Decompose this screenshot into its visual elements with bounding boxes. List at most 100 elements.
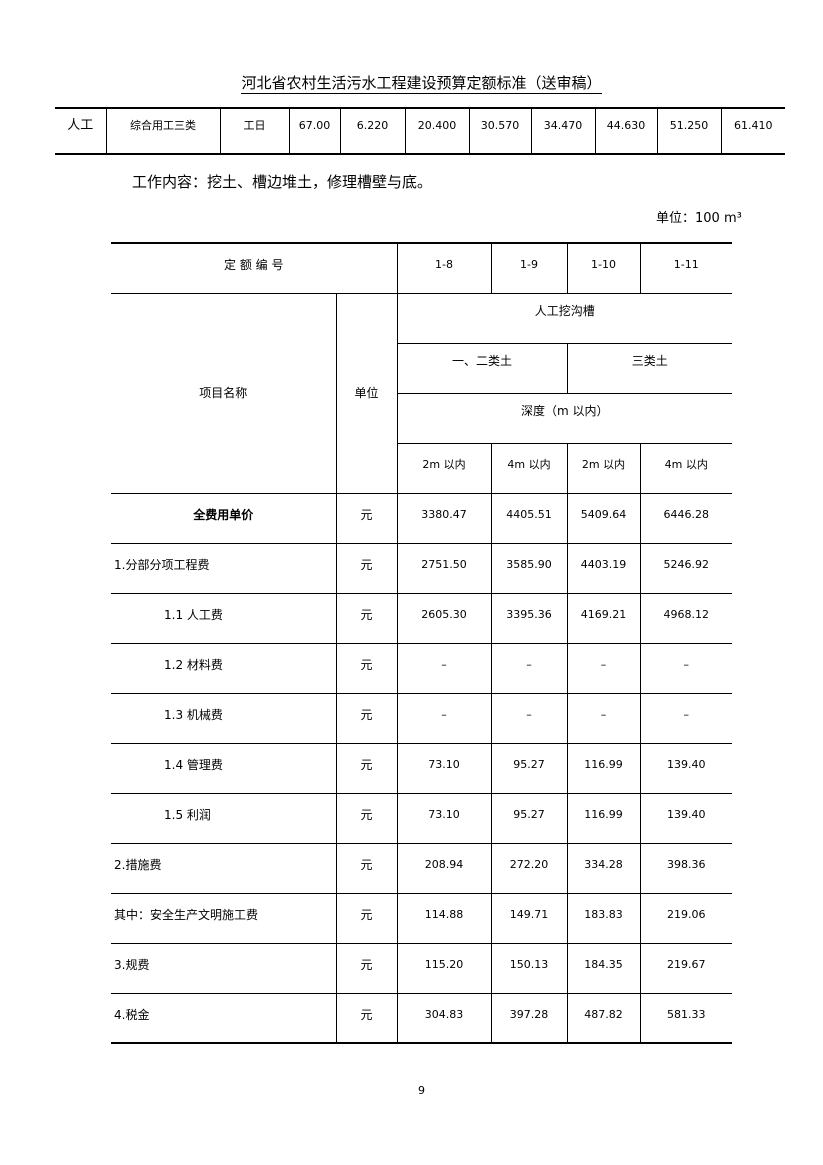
value: 304.83 xyxy=(396,992,492,1044)
value: 208.94 xyxy=(396,842,492,894)
depth: 2m 以内 xyxy=(566,442,641,494)
value: – xyxy=(639,642,733,694)
unit: 元 xyxy=(335,892,398,944)
value: – xyxy=(490,642,568,694)
value: 95.27 xyxy=(490,742,568,794)
value: 3380.47 xyxy=(396,492,492,544)
group-label: 人工挖沟槽 xyxy=(396,292,733,344)
table-cell: 工日 xyxy=(219,108,289,154)
header-row: 2m 以内 4m 以内 2m 以内 4m 以内 xyxy=(111,442,733,494)
item-name: 1.分部分项工程费 xyxy=(111,542,337,594)
table-row: 其中：安全生产文明施工费元 114.88 149.71 183.83 219.06 xyxy=(111,892,733,944)
value: 73.10 xyxy=(396,792,492,844)
page-number: 9 xyxy=(418,1084,425,1097)
value: 5246.92 xyxy=(639,542,733,594)
unit: 元 xyxy=(335,992,398,1044)
depth: 4m 以内 xyxy=(490,442,568,494)
table-cell: 20.400 xyxy=(404,108,469,154)
value: 398.36 xyxy=(639,842,733,894)
unit: 元 xyxy=(335,492,398,544)
code: 1-8 xyxy=(396,242,492,294)
table-cell: 30.570 xyxy=(468,108,531,154)
unit: 元 xyxy=(335,942,398,994)
value: 139.40 xyxy=(639,792,733,844)
value: 2751.50 xyxy=(396,542,492,594)
code: 1-11 xyxy=(639,242,733,294)
value: 487.82 xyxy=(566,992,641,1044)
item-name: 其中：安全生产文明施工费 xyxy=(111,892,337,944)
table-cell: 综合用工三类 xyxy=(105,108,220,154)
value: 116.99 xyxy=(566,792,641,844)
value: 4405.51 xyxy=(490,492,568,544)
table-cell: 人工 xyxy=(67,118,94,133)
value: – xyxy=(566,692,641,744)
item-name: 1.4 管理费 xyxy=(111,742,337,794)
value: 184.35 xyxy=(566,942,641,994)
value: 334.28 xyxy=(566,842,641,894)
item-name: 1.2 材料费 xyxy=(111,642,337,694)
table-row: 1.1 人工费元 2605.30 3395.36 4169.21 4968.12 xyxy=(111,592,733,644)
unit: 元 xyxy=(335,792,398,844)
table-cell: 67.00 xyxy=(288,108,340,154)
value: 4403.19 xyxy=(566,542,641,594)
unit: 元 xyxy=(335,642,398,694)
table-cell: 61.410 xyxy=(720,108,785,154)
value: 6446.28 xyxy=(639,492,733,544)
value: 4968.12 xyxy=(639,592,733,644)
table-row: 全费用单价元 3380.47 4405.51 5409.64 6446.28 xyxy=(111,492,733,544)
unit: 元 xyxy=(335,692,398,744)
value: 183.83 xyxy=(566,892,641,944)
table-row: 1.4 管理费元 73.10 95.27 116.99 139.40 xyxy=(111,742,733,794)
header-row: 深度（m 以内） xyxy=(111,392,733,444)
value: 5409.64 xyxy=(566,492,641,544)
header-title: 河北省农村生活污水工程建设预算定额标准（送审稿） xyxy=(241,74,602,94)
soil-label: 一、二类土 xyxy=(397,342,568,394)
code-label: 定 额 编 号 xyxy=(111,242,398,294)
item-name: 全费用单价 xyxy=(111,492,337,544)
value: 116.99 xyxy=(566,742,641,794)
labor-table: 人工 综合用工三类 工日 67.00 6.220 20.400 30.570 34.470 44… xyxy=(55,107,785,155)
table-row: 人工 综合用工三类 工日 67.00 6.220 20.400 30.570 34.470 44… xyxy=(55,108,785,154)
code-row: 定 额 编 号 1-8 1-9 1-10 1-11 xyxy=(111,242,733,294)
unit-note: 单位：100 m³ xyxy=(656,211,742,226)
item-name: 3.规费 xyxy=(111,942,337,994)
value: 149.71 xyxy=(490,892,568,944)
value: 3395.36 xyxy=(490,592,568,644)
item-name: 1.3 机械费 xyxy=(111,692,337,744)
item-label: 项目名称 xyxy=(111,292,337,494)
table-row: 3.规费元 115.20 150.13 184.35 219.67 xyxy=(111,942,733,994)
header-row: 项目名称 单位 人工挖沟槽 xyxy=(111,292,733,494)
table-row: 1.分部分项工程费元 2751.50 3585.90 4403.19 5246.92 xyxy=(111,542,733,594)
depth: 4m 以内 xyxy=(639,442,733,494)
value: 272.20 xyxy=(490,842,568,894)
value: – xyxy=(566,642,641,694)
value: 114.88 xyxy=(396,892,492,944)
value: – xyxy=(639,692,733,744)
value: 73.10 xyxy=(396,742,492,794)
work-content: 工作内容：挖土、槽边堆土，修理槽壁与底。 xyxy=(132,173,433,191)
value: – xyxy=(490,692,568,744)
table-row: 4.税金元 304.83 397.28 487.82 581.33 xyxy=(111,992,733,1044)
quota-table: 定 额 编 号 1-8 1-9 1-10 1-11 项目名称 单位 人工挖沟槽 … xyxy=(111,242,733,1044)
depth: 2m 以内 xyxy=(397,442,492,494)
value: – xyxy=(396,642,492,694)
table-cell: 44.630 xyxy=(594,108,657,154)
value: 219.67 xyxy=(639,942,733,994)
value: 150.13 xyxy=(490,942,568,994)
item-name: 2.措施费 xyxy=(111,842,337,894)
value: 139.40 xyxy=(639,742,733,794)
table-row: 1.3 机械费元 – – – – xyxy=(111,692,733,744)
header-row: 一、二类土 三类土 xyxy=(111,342,733,394)
table-row: 1.2 材料费元 – – – – xyxy=(111,642,733,694)
depth-label: 深度（m 以内） xyxy=(397,392,733,444)
item-name: 1.5 利润 xyxy=(111,792,337,844)
value: – xyxy=(396,692,492,744)
unit: 元 xyxy=(335,842,398,894)
code: 1-9 xyxy=(490,242,568,294)
table-row: 2.措施费元 208.94 272.20 334.28 398.36 xyxy=(111,842,733,894)
unit-label: 单位 xyxy=(335,292,398,494)
value: 219.06 xyxy=(639,892,733,944)
table-cell: 51.250 xyxy=(656,108,721,154)
table-row: 1.5 利润元 73.10 95.27 116.99 139.40 xyxy=(111,792,733,844)
item-name: 4.税金 xyxy=(111,992,337,1044)
